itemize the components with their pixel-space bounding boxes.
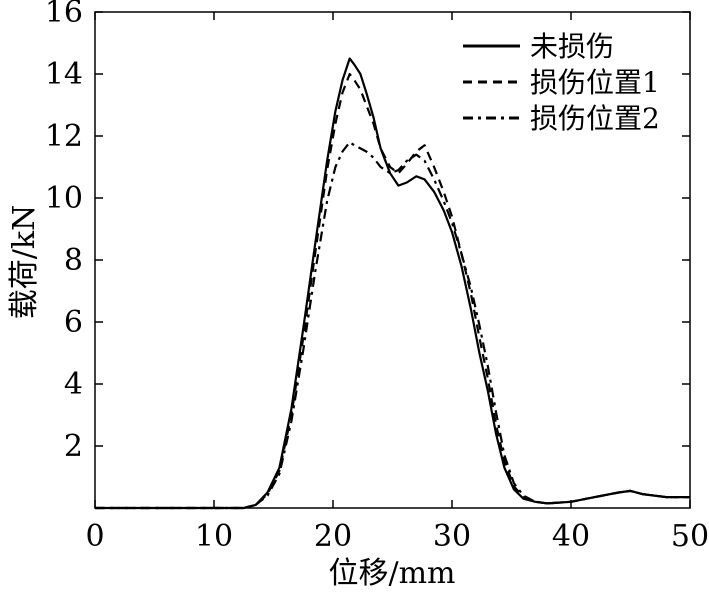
y-tick-label: 12 (45, 119, 83, 154)
legend-label-3: 损伤位置2 (530, 102, 660, 135)
axis-ticks (94, 11, 691, 508)
y-tick-label: 2 (64, 429, 83, 464)
y-tick-label: 8 (64, 243, 83, 278)
x-tick-label: 10 (195, 519, 233, 554)
legend-label-1: 未损伤 (530, 30, 614, 63)
axis-tick-labels: 0 10 20 30 40 50 2 4 6 8 10 12 14 16 (45, 0, 709, 554)
series-line-2 (95, 72, 690, 510)
x-tick-label: 40 (552, 519, 590, 554)
y-tick-label: 4 (64, 367, 83, 402)
y-tick-label: 6 (64, 305, 83, 340)
x-axis-title: 位移/mm (328, 556, 455, 591)
x-tick-label: 20 (314, 519, 352, 554)
y-tick-label: 16 (45, 0, 83, 30)
legend-label-2: 损伤位置1 (530, 66, 660, 99)
x-tick-label: 50 (671, 519, 709, 554)
x-tick-label: 0 (85, 519, 104, 554)
y-axis-title: 载荷/kN (7, 205, 42, 320)
series-layer (95, 57, 690, 510)
series-line-3 (95, 141, 690, 510)
y-tick-label: 10 (45, 181, 83, 216)
y-tick-label: 14 (45, 57, 83, 92)
x-tick-label: 30 (433, 519, 471, 554)
